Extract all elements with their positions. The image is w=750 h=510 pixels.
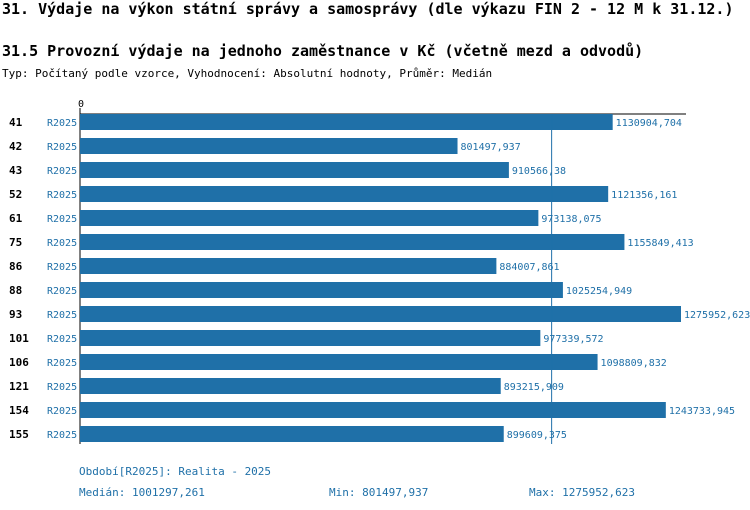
row-id-label: 101: [9, 332, 29, 345]
row-series-label: R2025: [47, 238, 77, 249]
chart-title: 31. Výdaje na výkon státní správy a samo…: [2, 0, 734, 18]
bar-value-label: 1025254,949: [566, 286, 632, 297]
footer-median: Medián: 1001297,261: [79, 486, 205, 499]
row-series-label: R2025: [47, 406, 77, 417]
bar: [80, 306, 681, 322]
bar: [80, 330, 541, 346]
bar: [80, 354, 598, 370]
chart-meta: Typ: Počítaný podle vzorce, Vyhodnocení:…: [2, 67, 493, 80]
bar-value-label: 1275952,623: [684, 310, 750, 321]
bar-value-label: 973138,075: [541, 214, 601, 225]
row-id-label: 41: [9, 116, 23, 129]
row-id-label: 52: [9, 188, 22, 201]
row-series-label: R2025: [47, 286, 77, 297]
row-series-label: R2025: [47, 430, 77, 441]
row-series-label: R2025: [47, 310, 77, 321]
bar-value-label: 1121356,161: [611, 190, 677, 201]
bar-value-label: 899609,375: [507, 430, 567, 441]
footer-period: Období[R2025]: Realita - 2025: [79, 465, 272, 478]
bar: [80, 162, 509, 178]
row-series-label: R2025: [47, 334, 77, 345]
bar: [80, 402, 666, 418]
bar: [80, 210, 539, 226]
bar-value-label: 1243733,945: [669, 406, 735, 417]
bar: [80, 114, 613, 130]
footer-max: Max: 1275952,623: [529, 486, 635, 499]
bar: [80, 282, 563, 298]
row-id-label: 106: [9, 356, 29, 369]
row-id-label: 86: [9, 260, 23, 273]
row-id-label: 93: [9, 308, 22, 321]
row-id-label: 121: [9, 380, 29, 393]
row-id-label: 154: [9, 404, 29, 417]
chart-subtitle: 31.5 Provozní výdaje na jednoho zaměstna…: [2, 42, 644, 60]
bar: [80, 138, 458, 154]
bar-value-label: 801497,937: [461, 142, 521, 153]
bar-value-label: 893215,909: [504, 382, 564, 393]
row-series-label: R2025: [47, 142, 77, 153]
row-series-label: R2025: [47, 262, 77, 273]
bar-value-label: 1155849,413: [627, 238, 693, 249]
bar: [80, 258, 497, 274]
bar-value-label: 1130904,704: [616, 118, 682, 129]
bar-value-label: 1098809,832: [601, 358, 667, 369]
row-series-label: R2025: [47, 358, 77, 369]
row-series-label: R2025: [47, 214, 77, 225]
row-series-label: R2025: [47, 190, 77, 201]
bar: [80, 186, 609, 202]
row-id-label: 155: [9, 428, 29, 441]
bar: [80, 426, 504, 442]
bar-value-label: 910566,38: [512, 166, 566, 177]
row-id-label: 42: [9, 140, 22, 153]
row-series-label: R2025: [47, 166, 77, 177]
bar-value-label: 884007,861: [499, 262, 559, 273]
footer-min: Min: 801497,937: [329, 486, 429, 499]
bar: [80, 378, 501, 394]
bar: [80, 234, 625, 250]
row-id-label: 88: [9, 284, 22, 297]
row-id-label: 75: [9, 236, 22, 249]
row-id-label: 43: [9, 164, 22, 177]
axis-zero-label: 0: [78, 99, 84, 110]
bar-value-label: 977339,572: [543, 334, 603, 345]
row-series-label: R2025: [47, 118, 77, 129]
row-id-label: 61: [9, 212, 23, 225]
row-series-label: R2025: [47, 382, 77, 393]
